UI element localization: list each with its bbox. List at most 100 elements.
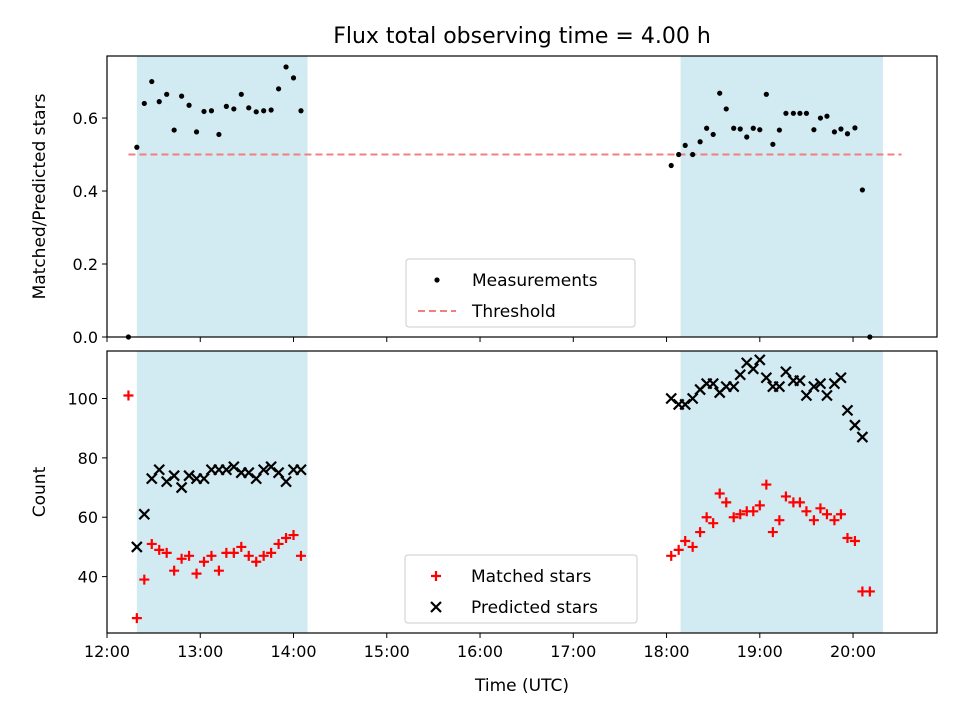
legend-marker: [431, 571, 441, 581]
data-point: [797, 110, 803, 116]
data-point: [735, 509, 746, 520]
data-point: [246, 105, 252, 111]
shaded-interval: [680, 56, 883, 337]
data-point: [856, 431, 869, 443]
x-tick-label: 18:00: [643, 642, 689, 661]
data-point: [734, 368, 747, 381]
x-tick-label: 13:00: [177, 642, 223, 661]
data-point: [283, 64, 289, 70]
legend-label: Threshold: [471, 302, 556, 322]
series-measurements: [125, 64, 873, 340]
data-point: [258, 550, 269, 561]
data-point: [849, 535, 860, 546]
data-point: [754, 500, 765, 511]
data-point: [690, 151, 696, 158]
data-point: [183, 469, 195, 482]
data-point: [275, 86, 282, 92]
data-point: [179, 93, 185, 99]
x-tick-label: 19:00: [737, 642, 783, 661]
data-point: [776, 127, 782, 133]
data-point: [176, 553, 187, 564]
shaded-interval: [136, 56, 308, 337]
data-point: [261, 108, 267, 114]
x-tick-label: 16:00: [457, 642, 503, 661]
data-point: [687, 541, 698, 552]
data-point: [268, 107, 274, 113]
data-point: [138, 508, 151, 521]
data-point: [201, 108, 207, 115]
y-tick-label: 0.6: [73, 109, 98, 128]
legend-marker: [434, 277, 440, 283]
data-point: [844, 131, 851, 137]
data-point: [763, 91, 769, 97]
series-predicted-stars: [131, 354, 869, 553]
data-point: [707, 377, 719, 390]
data-point: [231, 106, 237, 112]
data-point: [281, 533, 292, 544]
data-point: [829, 515, 840, 526]
data-point: [682, 142, 688, 149]
data-point: [794, 497, 805, 508]
y-axis-label: Count: [30, 466, 50, 517]
data-point: [154, 544, 165, 555]
top-panel: 0.0 0.2 0.4 0.6 Matched/Predicted stars Measu…: [30, 55, 938, 347]
data-point: [134, 144, 140, 150]
data-point: [748, 506, 759, 517]
data-point: [790, 110, 796, 116]
x-tick-label: 20:00: [830, 642, 876, 661]
data-point: [295, 463, 307, 476]
legend: Matched stars Predicted stars: [404, 554, 638, 624]
data-point: [695, 527, 706, 538]
data-point: [760, 371, 773, 384]
data-point: [710, 131, 716, 138]
data-point: [680, 535, 691, 546]
data-point: [824, 113, 830, 119]
data-point: [123, 390, 134, 401]
x-tick-label: 12:00: [84, 642, 130, 661]
data-point: [666, 550, 677, 561]
data-point: [750, 125, 756, 131]
data-point: [723, 106, 729, 112]
data-point: [859, 187, 865, 193]
data-point: [728, 512, 739, 523]
data-point: [186, 102, 192, 108]
data-point: [794, 374, 806, 387]
data-point: [704, 125, 710, 131]
y-tick-label: 0.4: [73, 182, 98, 201]
data-point: [831, 129, 838, 135]
data-point: [243, 550, 254, 561]
data-point: [757, 127, 763, 133]
data-point: [146, 538, 157, 549]
data-point: [835, 509, 846, 520]
data-point: [701, 512, 712, 523]
data-point: [754, 354, 766, 366]
data-point: [815, 503, 826, 514]
data-point: [141, 100, 147, 107]
data-point: [821, 389, 833, 402]
data-point: [780, 491, 791, 502]
data-point: [238, 91, 244, 97]
y-tick-label: 40: [78, 568, 98, 587]
legend-label: Measurements: [472, 271, 598, 291]
plot-frame: [106, 350, 938, 634]
data-point: [169, 565, 180, 576]
data-point: [838, 126, 844, 132]
data-point: [213, 565, 224, 576]
shaded-interval: [680, 351, 883, 633]
data-point: [676, 151, 682, 158]
data-point: [216, 131, 222, 138]
data-point: [288, 530, 299, 541]
data-point: [808, 515, 819, 526]
series-matched-stars: [123, 390, 875, 624]
data-point: [849, 419, 861, 431]
data-point: [253, 109, 259, 115]
data-point: [251, 556, 262, 567]
y-tick-label: 80: [78, 449, 98, 468]
data-point: [280, 475, 292, 488]
data-point: [727, 380, 740, 393]
data-point: [714, 488, 725, 499]
data-point: [808, 380, 820, 393]
data-point: [841, 404, 854, 417]
y-tick-label: 60: [78, 508, 98, 527]
y-tick-label: 0.0: [73, 328, 98, 347]
